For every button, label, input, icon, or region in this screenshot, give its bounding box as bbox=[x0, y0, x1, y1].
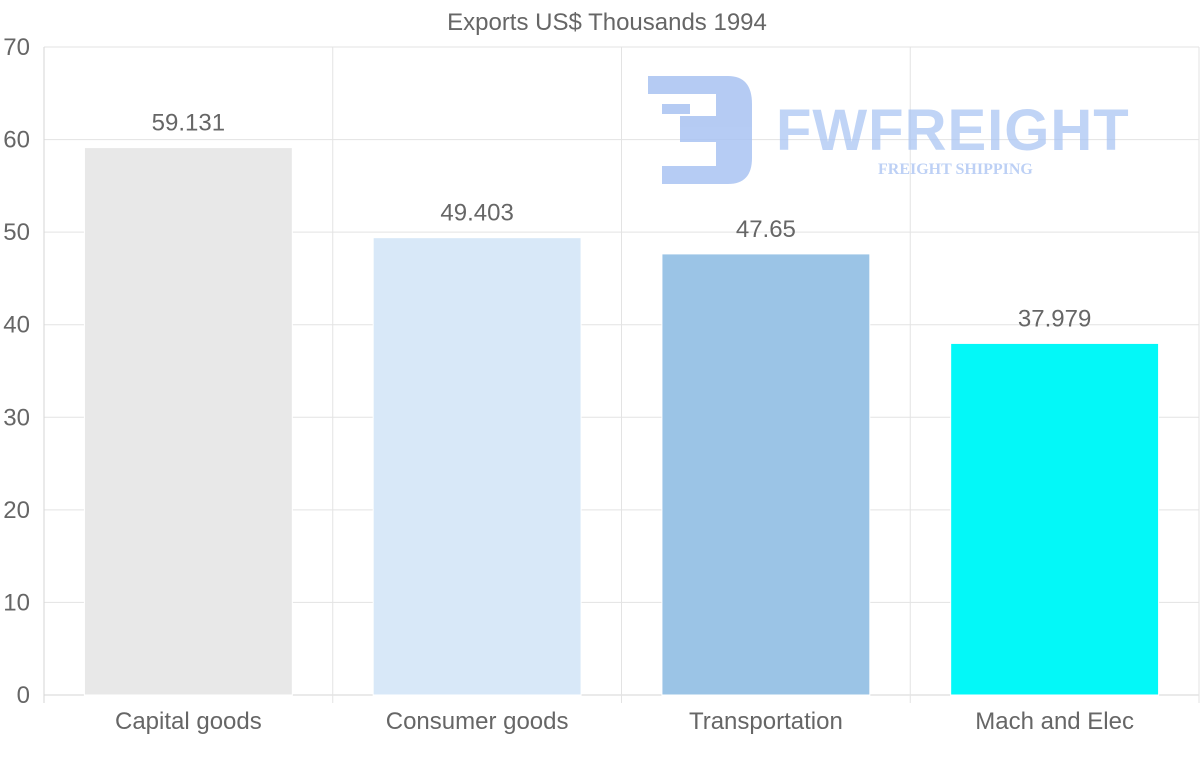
data-label: 47.65 bbox=[736, 216, 796, 243]
watermark-tagline: FREIGHT SHIPPING bbox=[878, 161, 1033, 178]
data-label: 59.131 bbox=[152, 110, 225, 137]
bar bbox=[661, 253, 871, 696]
labels: 0 10 20 30 40 50 60 70 59.131 Capital goods 49.403… bbox=[3, 34, 1134, 735]
data-label: 37.979 bbox=[1018, 305, 1091, 332]
y-tick-label: 50 bbox=[3, 219, 30, 246]
bar bbox=[950, 342, 1160, 696]
y-tick-label: 30 bbox=[3, 404, 30, 431]
y-tick-label: 20 bbox=[3, 497, 30, 524]
watermark-logo: FWFREIGHT FREIGHT SHIPPING bbox=[648, 76, 1130, 184]
x-tick-label: Consumer goods bbox=[386, 708, 569, 735]
y-tick-label: 40 bbox=[3, 312, 30, 339]
x-tick-label: Capital goods bbox=[115, 708, 262, 735]
y-tick-label: 0 bbox=[17, 682, 30, 709]
bar bbox=[372, 237, 582, 696]
bars bbox=[83, 147, 1160, 696]
x-tick-label: Mach and Elec bbox=[975, 708, 1134, 735]
watermark-name: FWFREIGHT bbox=[776, 98, 1130, 163]
chart-title: Exports US$ Thousands 1994 bbox=[447, 9, 767, 36]
logo-mark-icon bbox=[648, 76, 752, 184]
y-tick-label: 70 bbox=[3, 34, 30, 61]
y-tick-label: 60 bbox=[3, 127, 30, 154]
y-tick-label: 10 bbox=[3, 589, 30, 616]
bar bbox=[83, 147, 293, 696]
data-label: 49.403 bbox=[440, 200, 513, 227]
x-tick-label: Transportation bbox=[689, 708, 843, 735]
